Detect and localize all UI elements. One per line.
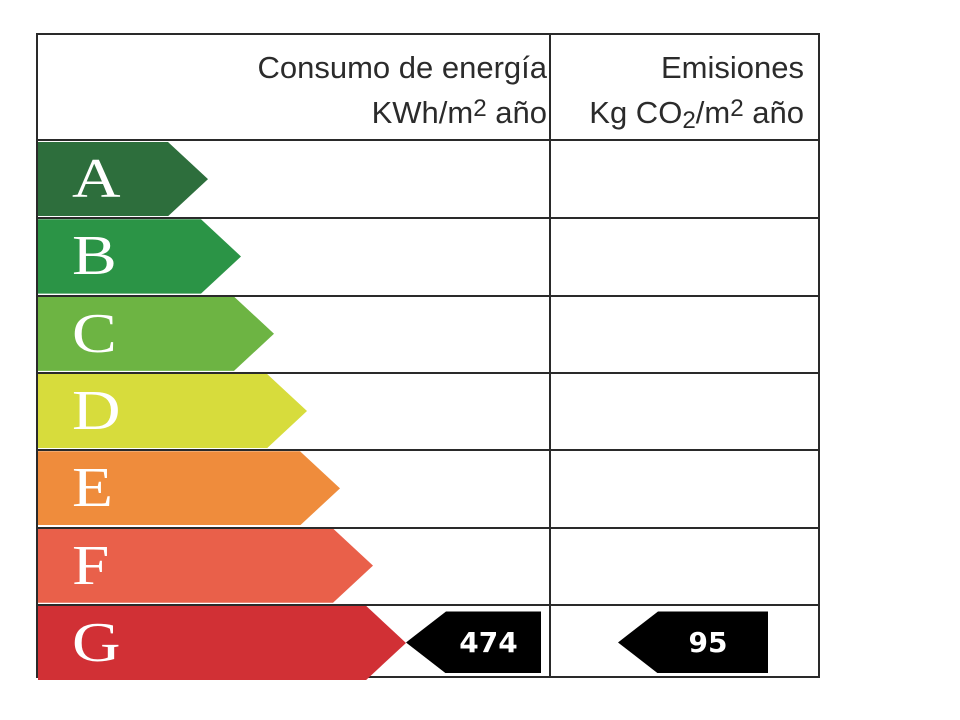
row-divider	[38, 217, 818, 220]
rating-arrow-g: G	[38, 606, 406, 680]
row-divider	[38, 603, 818, 606]
emissions-value: 95	[688, 625, 728, 659]
energy-header-title: Consumo de energía	[257, 50, 547, 85]
emissions-header: Emisiones Kg CO2/m2 año	[589, 47, 804, 141]
row-divider	[38, 371, 818, 374]
rating-arrow-d: D	[38, 374, 307, 448]
rating-letter: A	[72, 148, 122, 211]
rating-letter: E	[72, 457, 115, 520]
energy-value-tag: 474	[406, 611, 541, 674]
energy-certificate-label: Consumo de energía KWh/m2 año Emisiones …	[36, 33, 820, 678]
rating-arrow-e: E	[38, 451, 340, 525]
header-divider	[38, 139, 818, 141]
rating-arrow-c: C	[38, 297, 274, 371]
rating-letter: B	[72, 225, 119, 288]
rating-letter: G	[72, 611, 122, 674]
row-divider	[38, 449, 818, 452]
energy-header-unit: KWh/m2 año	[371, 94, 547, 130]
rating-arrow-b: B	[38, 219, 241, 293]
column-divider	[549, 35, 551, 676]
emissions-header-title: Emisiones	[661, 50, 804, 85]
row-divider	[38, 526, 818, 529]
rating-arrow-a: A	[38, 142, 208, 216]
rating-arrow-f: F	[38, 529, 373, 603]
energy-value: 474	[459, 625, 518, 659]
rating-letter: D	[72, 380, 122, 443]
row-divider	[38, 294, 818, 297]
rating-letter: F	[72, 534, 111, 597]
emissions-header-unit: Kg CO2/m2 año	[589, 94, 804, 135]
rating-letter: C	[72, 302, 119, 365]
energy-consumption-header: Consumo de energía KWh/m2 año	[257, 47, 547, 133]
emissions-value-tag: 95	[618, 611, 768, 674]
